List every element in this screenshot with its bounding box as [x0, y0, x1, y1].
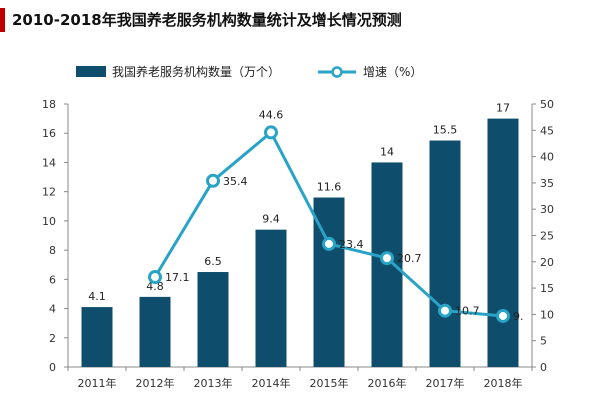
bar-data-label: 6.5: [204, 255, 222, 268]
bar-data-label: 17: [496, 102, 510, 115]
line-data-label: 35.4: [223, 175, 248, 188]
y-left-tick-label: 10: [42, 215, 56, 228]
y-left-tick-label: 4: [49, 303, 56, 316]
bar: [487, 118, 519, 367]
y-left-tick-label: 2: [49, 332, 56, 345]
x-tick-label: 2011年: [78, 376, 117, 390]
bar: [255, 229, 287, 367]
y-left-tick-label: 14: [42, 156, 56, 169]
y-right-tick-label: 50: [540, 98, 554, 111]
bar-data-label: 15.5: [433, 124, 458, 137]
y-left-tick-label: 8: [49, 244, 56, 257]
x-tick-label: 2014年: [252, 376, 291, 390]
line-data-label: 17.1: [165, 271, 190, 284]
x-tick-label: 2012年: [136, 376, 175, 390]
legend-line-label: 增速（%）: [363, 65, 422, 79]
y-right-tick-label: 35: [540, 177, 554, 190]
y-right-tick-label: 30: [540, 203, 554, 216]
x-tick-label: 2017年: [426, 376, 465, 390]
y-left-tick-label: 18: [42, 98, 56, 111]
line-point: [496, 308, 510, 323]
line-point: [322, 236, 336, 251]
x-tick-label: 2016年: [368, 376, 407, 390]
y-right-tick-label: 20: [540, 256, 554, 269]
bar: [139, 296, 171, 367]
bar-data-label: 11.6: [317, 181, 342, 194]
x-tick-label: 2018年: [484, 376, 523, 390]
y-right-tick-label: 5: [540, 335, 547, 348]
y-right-tick-label: 45: [540, 124, 554, 137]
line-data-label: 9.: [513, 310, 524, 323]
y-right-tick-label: 0: [540, 361, 547, 374]
line-data-label: 10.7: [455, 305, 480, 318]
chart-title: 2010-2018年我国养老服务机构数量统计及增长情况预测: [12, 11, 402, 29]
bar: [197, 272, 229, 367]
y-left-tick-label: 12: [42, 186, 56, 199]
y-left-tick-label: 0: [49, 361, 56, 374]
line-point: [148, 270, 162, 285]
line-data-label: 44.6: [259, 108, 284, 121]
bar-data-label: 9.4: [262, 213, 280, 226]
y-right-tick-label: 15: [540, 282, 554, 295]
y-right-tick-label: 40: [540, 151, 554, 164]
x-tick-label: 2013年: [194, 376, 233, 390]
bar-data-label: 4.8: [146, 280, 164, 293]
line-point: [380, 251, 394, 266]
legend-bar-swatch: [76, 66, 106, 77]
title-accent-bar: [0, 8, 5, 32]
y-right-tick-label: 10: [540, 308, 554, 321]
bar-data-label: 4.1: [88, 290, 106, 303]
line-data-label: 23.4: [339, 238, 364, 251]
legend-bar-label: 我国养老服务机构数量（万个）: [112, 64, 280, 79]
bar: [81, 307, 113, 367]
line-point: [438, 303, 452, 318]
bar-data-label: 14: [380, 145, 394, 158]
y-left-tick-label: 16: [42, 127, 56, 140]
line-point: [206, 173, 220, 188]
bar: [429, 140, 461, 367]
line-point: [264, 125, 278, 140]
y-right-tick-label: 25: [540, 230, 554, 243]
line-data-label: 20.7: [397, 252, 422, 265]
y-left-tick-label: 6: [49, 273, 56, 286]
legend-line-marker: [331, 66, 343, 78]
x-tick-label: 2015年: [310, 376, 349, 390]
